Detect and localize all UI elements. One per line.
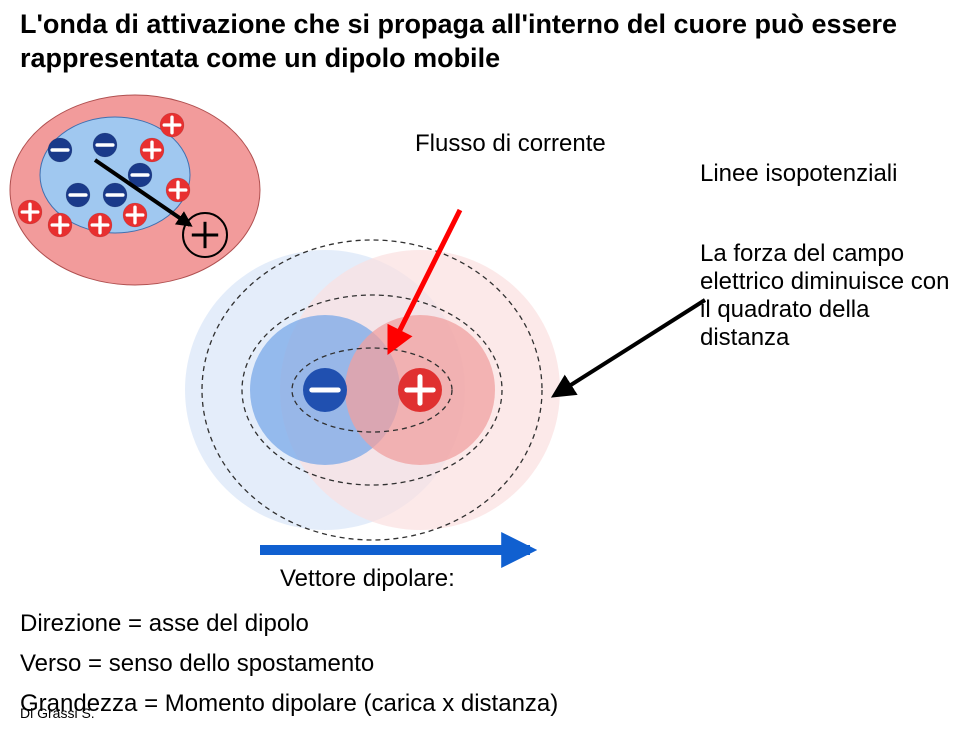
label-grandezza: Grandezza = Momento dipolare (carica x d…	[20, 690, 720, 718]
label-forza: La forza del campo elettrico diminuisce …	[700, 240, 959, 352]
slide: L'onda di attivazione che si propaga all…	[0, 0, 959, 731]
label-direzione: Direzione = asse del dipolo	[20, 610, 620, 638]
label-vettore: Vettore dipolare:	[280, 565, 580, 593]
label-flusso: Flusso di corrente	[415, 130, 615, 158]
label-verso: Verso = senso dello spostamento	[20, 650, 620, 678]
footer-author: Di Grassi S.	[20, 705, 95, 721]
label-linee: Linee isopotenziali	[700, 160, 950, 188]
